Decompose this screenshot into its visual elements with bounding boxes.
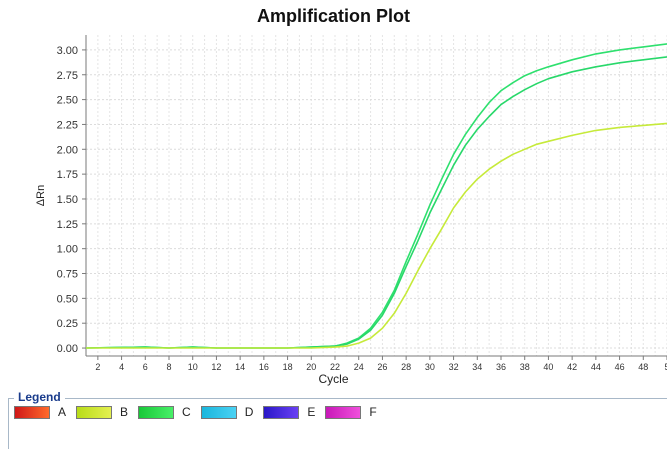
y-tick-label: 0.00 xyxy=(57,343,78,355)
y-tick-label: 3.00 xyxy=(57,45,78,57)
x-tick-label: 14 xyxy=(235,362,245,372)
legend-swatch xyxy=(14,405,50,419)
legend-swatch xyxy=(76,405,113,419)
x-tick-label: 10 xyxy=(188,362,198,372)
x-tick-label: 36 xyxy=(496,362,506,372)
legend-title: Legend xyxy=(14,390,65,404)
x-tick-label: 24 xyxy=(354,362,364,372)
legend-label: A xyxy=(58,405,67,419)
x-tick-label: 30 xyxy=(425,362,435,372)
x-tick-label: 26 xyxy=(377,362,387,372)
legend-item[interactable]: A xyxy=(14,405,66,419)
plot-area xyxy=(86,35,667,356)
x-tick-label: 6 xyxy=(143,362,148,372)
y-tick-label: 0.75 xyxy=(57,269,78,281)
y-tick-label: 2.25 xyxy=(57,119,78,131)
x-tick-label: 46 xyxy=(615,362,625,372)
legend-frame xyxy=(8,398,667,449)
y-axis-label: ΔRn xyxy=(35,185,47,206)
x-tick-label: 20 xyxy=(306,362,316,372)
x-tick-label: 40 xyxy=(543,362,553,372)
x-tick-label: 32 xyxy=(449,362,459,372)
y-tick-label: 1.00 xyxy=(57,244,78,256)
x-tick-label: 28 xyxy=(401,362,411,372)
y-tick-label: 1.25 xyxy=(57,219,78,231)
axes: 0.00 0.25 0.50 0.75 1.00 1.25 1.50 1.75 2.00 2.25… xyxy=(35,35,667,386)
x-tick-label: 48 xyxy=(638,362,648,372)
y-tick-label: 0.25 xyxy=(57,318,78,330)
amplification-plot: 0.00 0.25 0.50 0.75 1.00 1.25 1.50 1.75 2.00 2.25… xyxy=(35,35,667,386)
x-tick-label: 22 xyxy=(330,362,340,372)
x-tick-label: 5 xyxy=(664,362,667,372)
legend-item[interactable]: F xyxy=(325,405,377,419)
y-tick-label: 2.00 xyxy=(57,144,78,156)
legend-swatch xyxy=(138,405,175,419)
legend-label: D xyxy=(244,405,254,419)
legend-label: B xyxy=(120,405,129,419)
legend-item[interactable]: C xyxy=(138,405,191,419)
legend-label: C xyxy=(182,405,191,419)
y-tick-label: 0.50 xyxy=(57,293,78,305)
legend-item[interactable]: E xyxy=(263,405,315,419)
legend-swatch xyxy=(325,405,362,419)
legend-label: F xyxy=(369,405,377,419)
legend-items: A B C D E F xyxy=(14,405,387,419)
legend-label: E xyxy=(307,405,316,419)
legend-item[interactable]: D xyxy=(200,405,254,419)
x-tick-label: 16 xyxy=(259,362,269,372)
chart-title: Amplification Plot xyxy=(257,6,410,26)
x-tick-label: 2 xyxy=(95,362,100,372)
x-tick-label: 38 xyxy=(520,362,530,372)
x-tick-label: 42 xyxy=(567,362,577,372)
x-tick-label: 18 xyxy=(283,362,293,372)
y-tick-label: 2.75 xyxy=(57,70,78,82)
x-tick-label: 44 xyxy=(591,362,601,372)
x-tick-label: 4 xyxy=(119,362,124,372)
series-lines xyxy=(85,43,667,349)
x-axis-label: Cycle xyxy=(318,372,348,386)
x-tick-label: 8 xyxy=(166,362,171,372)
series-line xyxy=(86,122,667,349)
x-tick-label: 34 xyxy=(472,362,482,372)
legend-swatch xyxy=(263,405,300,419)
grid xyxy=(86,35,667,356)
y-tick-label: 1.75 xyxy=(57,169,78,181)
legend-swatch xyxy=(200,405,237,419)
x-tick-label: 12 xyxy=(211,362,221,372)
y-tick-label: 1.50 xyxy=(57,194,78,206)
legend-item[interactable]: B xyxy=(76,405,128,419)
y-tick-label: 2.50 xyxy=(57,95,78,107)
